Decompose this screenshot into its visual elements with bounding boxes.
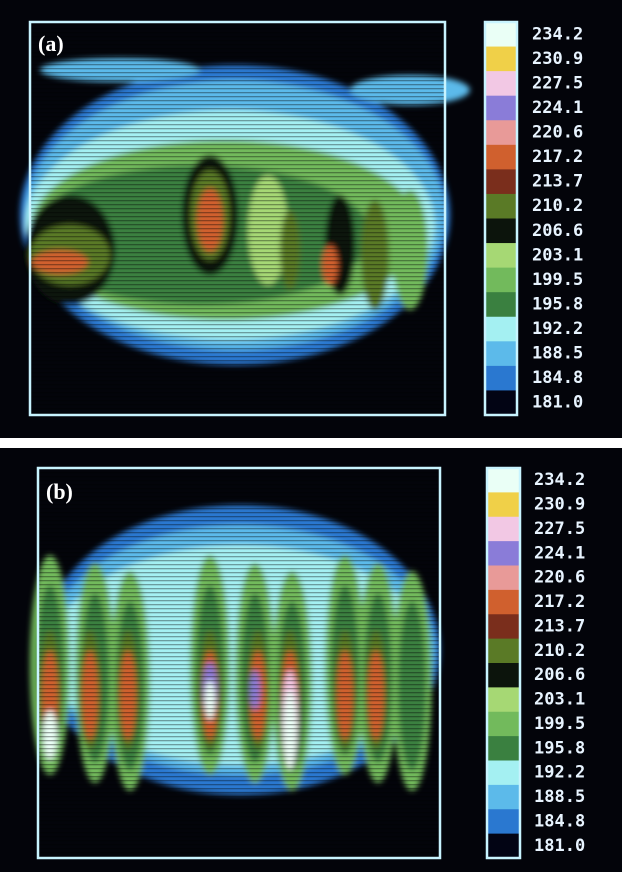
colorbar-swatch (487, 711, 520, 737)
colorbar-label: 195.8 (534, 738, 585, 758)
colorbar-label: 181.0 (532, 393, 583, 413)
colorbar-swatch (487, 663, 520, 688)
colorbar-label: 220.6 (532, 123, 583, 143)
colorbar-swatch (485, 365, 517, 391)
colorbar-label: 220.6 (534, 568, 585, 588)
colorbar-label: 224.1 (532, 98, 583, 118)
colorbar-swatch (487, 736, 520, 761)
scanlines (38, 468, 440, 858)
colorbar-swatch (487, 492, 520, 518)
colorbar-label: 199.5 (532, 270, 583, 290)
colorbar-label: 203.1 (534, 690, 585, 710)
colorbar-frame (485, 466, 522, 860)
plot-frame (36, 466, 442, 860)
colorbar-label: 217.2 (534, 592, 585, 612)
colorbar-label: 206.6 (534, 665, 585, 685)
colorbar-swatch (487, 614, 520, 640)
colorbar-swatch (487, 784, 520, 810)
colorbar-swatch (487, 468, 520, 493)
colorbar-swatch (487, 687, 520, 713)
colorbar-swatch (485, 316, 517, 342)
colorbar-label: 199.5 (534, 714, 585, 734)
colorbar-swatch (487, 760, 520, 786)
colorbar-label: 192.2 (532, 319, 583, 339)
panel: (b) 234.2 230.9 227.5 224.1 220.6 217.2 213.7 21… (0, 448, 622, 872)
colorbar-label: 188.5 (534, 787, 585, 807)
colorbar-label: 230.9 (532, 49, 583, 69)
panel-label: (b) (46, 479, 73, 504)
colorbar-swatch (485, 193, 517, 219)
colorbar-label: 181.0 (534, 836, 585, 856)
colorbar-swatch (485, 95, 517, 121)
scanlines (30, 22, 445, 415)
colorbar-swatch (485, 120, 517, 146)
colorbar-swatch (485, 390, 517, 416)
colorbar-swatch (487, 565, 520, 591)
colorbar-label: 206.6 (532, 221, 583, 241)
colorbar-label: 210.2 (532, 196, 583, 216)
colorbar-label: 217.2 (532, 147, 583, 167)
panel: (a) 234.2 230.9 227.5 224.1 220.6 217.2 213.7 21… (0, 0, 622, 438)
plot-frame (28, 20, 447, 417)
colorbar-label: 234.2 (532, 24, 583, 44)
colorbar-swatch (485, 292, 517, 318)
colorbar-swatch (487, 638, 520, 664)
colorbar-swatch (487, 833, 520, 859)
colorbar-label: 213.7 (534, 616, 585, 636)
colorbar-swatch (487, 809, 520, 835)
colorbar-label: 224.1 (534, 543, 585, 563)
colorbar-swatch (487, 516, 520, 542)
colorbar-label: 230.9 (534, 495, 585, 515)
colorbar-label: 184.8 (534, 811, 585, 831)
colorbar-label: 192.2 (534, 763, 585, 783)
colorbar-swatch (485, 22, 517, 48)
colorbar-swatch (485, 243, 517, 269)
colorbar-label: 213.7 (532, 172, 583, 192)
colorbar-swatch (485, 46, 517, 72)
colorbar-swatch (485, 218, 517, 244)
colorbar-label: 203.1 (532, 245, 583, 265)
colorbar-swatch (485, 144, 517, 170)
colorbar-swatch (485, 71, 517, 97)
colorbar-frame (483, 20, 519, 417)
colorbar-label: 227.5 (532, 73, 583, 93)
colorbar-swatch (487, 589, 520, 615)
colorbar-swatch (485, 341, 517, 367)
colorbar-label: 195.8 (532, 294, 583, 314)
colorbar-swatch (485, 267, 517, 293)
colorbar-swatch (485, 169, 517, 195)
colorbar-label: 188.5 (532, 344, 583, 364)
colorbar-label: 184.8 (532, 368, 583, 388)
colorbar-label: 234.2 (534, 470, 585, 490)
colorbar-label: 210.2 (534, 641, 585, 661)
colorbar-swatch (487, 541, 520, 566)
panel-label: (a) (38, 31, 64, 56)
colorbar-label: 227.5 (534, 519, 585, 539)
